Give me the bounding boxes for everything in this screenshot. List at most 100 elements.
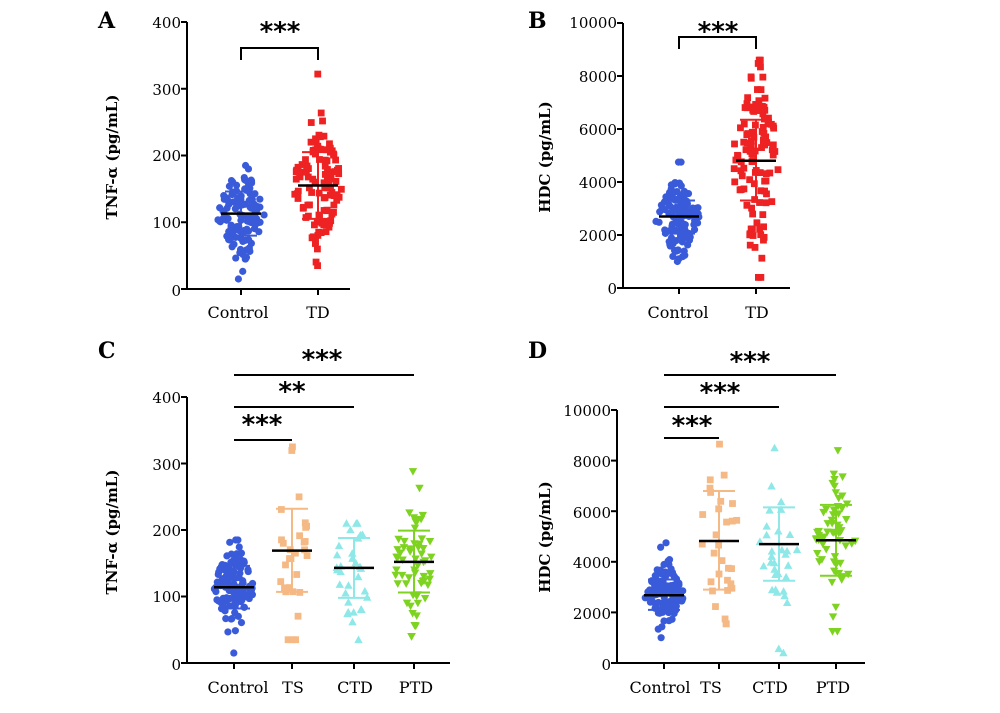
y-tick-label: 100 xyxy=(152,588,181,606)
data-point xyxy=(417,579,426,588)
panel-a: A TNF-α (pg/mL) 0 100 200 300 400 Contro… xyxy=(97,8,350,322)
data-point xyxy=(412,518,422,526)
y-tick-label: 0 xyxy=(601,656,611,674)
data-point xyxy=(828,628,837,636)
data-point xyxy=(415,484,424,493)
data-point xyxy=(303,552,311,559)
data-point xyxy=(394,535,403,544)
data-point xyxy=(332,156,339,164)
y-tick-label: 10000 xyxy=(563,402,611,420)
data-point xyxy=(774,166,782,174)
data-point xyxy=(830,476,839,484)
data-point xyxy=(652,602,660,610)
data-point xyxy=(307,119,315,126)
data-point xyxy=(413,561,423,570)
x-tick-label: TD xyxy=(745,303,769,322)
data-point xyxy=(279,539,287,547)
y-tick-label: 0 xyxy=(171,282,181,300)
data-point xyxy=(756,199,763,206)
data-point xyxy=(720,471,728,479)
data-point xyxy=(348,549,357,557)
data-point xyxy=(754,107,762,114)
data-point xyxy=(783,561,793,569)
panel-d: D HDC (pg/mL) 0 2000 4000 6000 8000 1000… xyxy=(528,338,865,697)
data-point xyxy=(663,583,671,591)
data-point xyxy=(320,132,328,140)
data-point xyxy=(766,169,774,177)
data-point xyxy=(685,236,694,244)
data-point xyxy=(222,573,230,581)
data-point xyxy=(320,194,328,202)
data-point xyxy=(682,203,690,211)
data-point xyxy=(326,140,333,148)
data-point xyxy=(712,603,719,610)
data-point xyxy=(354,635,363,644)
data-point xyxy=(752,101,760,108)
data-point xyxy=(673,188,681,196)
data-point xyxy=(740,138,748,146)
data-point xyxy=(665,598,673,606)
data-point xyxy=(817,556,827,564)
data-point xyxy=(764,120,772,128)
data-point xyxy=(838,473,847,481)
data-point xyxy=(220,192,228,200)
panel-c: C TNF-α (pg/mL) 0 100 200 300 400 Contro… xyxy=(98,338,450,697)
data-point xyxy=(758,254,766,262)
data-point xyxy=(706,476,714,484)
data-point xyxy=(334,541,344,550)
data-point xyxy=(728,565,735,573)
y-axis-label-a: TNF-α (pg/mL) xyxy=(103,95,121,220)
data-point xyxy=(419,544,428,553)
data-point xyxy=(397,571,407,580)
data-point xyxy=(759,110,767,118)
data-point xyxy=(835,524,844,532)
data-point xyxy=(306,201,313,209)
y-tick-label: 8000 xyxy=(579,68,617,86)
data-point xyxy=(305,212,312,220)
y-tick-label: 200 xyxy=(152,147,181,165)
x-tick-label: TS xyxy=(282,678,304,697)
data-point xyxy=(709,587,716,595)
data-point xyxy=(662,539,670,547)
data-point xyxy=(780,591,789,600)
data-point xyxy=(671,180,679,188)
y-tick-label: 6000 xyxy=(579,121,617,139)
data-point xyxy=(744,130,752,137)
data-point xyxy=(224,628,232,636)
data-point xyxy=(349,608,358,616)
data-point xyxy=(289,443,296,451)
y-tick-label: 10000 xyxy=(569,14,617,32)
data-point xyxy=(759,123,767,131)
data-point xyxy=(843,570,853,579)
data-point xyxy=(231,627,239,635)
y-tick-label: 400 xyxy=(152,14,181,32)
data-point xyxy=(768,198,776,206)
data-point xyxy=(277,578,285,586)
data-point xyxy=(760,138,768,146)
data-point xyxy=(245,244,253,252)
data-point xyxy=(216,217,224,225)
data-point xyxy=(336,567,345,576)
y-tick-label: 4000 xyxy=(573,554,611,572)
y-tick-label: 0 xyxy=(171,656,181,674)
data-point xyxy=(320,179,328,187)
data-point xyxy=(837,576,846,584)
data-point xyxy=(288,447,296,454)
y-tick-label: 8000 xyxy=(573,453,611,471)
data-point xyxy=(683,208,691,217)
data-point xyxy=(756,225,764,233)
data-point xyxy=(223,552,231,560)
data-point xyxy=(762,530,771,539)
data-point xyxy=(292,175,300,183)
data-point xyxy=(278,536,285,544)
data-point xyxy=(776,497,786,506)
data-point xyxy=(405,509,414,517)
data-point xyxy=(223,594,231,602)
data-point xyxy=(747,225,755,233)
data-point xyxy=(419,572,428,581)
data-point xyxy=(750,133,758,141)
data-point xyxy=(762,170,770,178)
data-point xyxy=(660,617,668,625)
data-point xyxy=(220,566,228,574)
data-point xyxy=(354,572,363,581)
